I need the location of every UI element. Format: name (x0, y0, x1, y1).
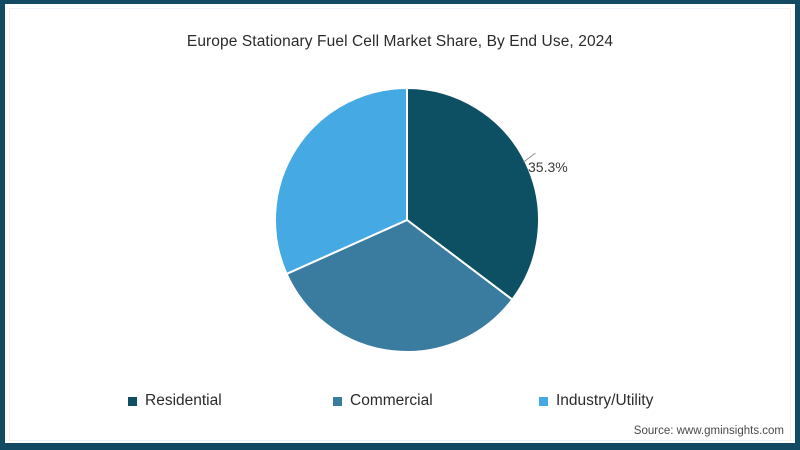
chart-legend: Residential Commercial Industry/Utility (0, 389, 800, 413)
legend-label-commercial: Commercial (350, 392, 433, 409)
legend-item-residential[interactable]: Residential (128, 389, 222, 413)
legend-label-residential: Residential (145, 392, 222, 409)
legend-label-industry-utility: Industry/Utility (556, 392, 654, 409)
legend-swatch-icon-industry-utility (539, 396, 548, 406)
frame-border-bottom (0, 443, 800, 450)
chart-title: Europe Stationary Fuel Cell Market Share… (186, 33, 614, 50)
data-label-leader-line (523, 152, 536, 163)
frame-border-right (795, 0, 800, 450)
legend-item-commercial[interactable]: Commercial (333, 389, 433, 413)
frame-border-top (0, 0, 800, 4)
frame-inner-outline (9, 8, 791, 441)
pie-slice-industry-utility[interactable] (273, 87, 408, 275)
pie-chart-svg (273, 87, 541, 354)
legend-swatch-icon-commercial (333, 396, 342, 406)
source-attribution: Source: www.gminsights.com (633, 425, 784, 437)
frame-border-left (0, 0, 5, 450)
legend-item-industry-utility[interactable]: Industry/Utility (539, 389, 653, 413)
pie-slice-commercial[interactable] (285, 219, 514, 354)
pie-chart (262, 80, 552, 370)
legend-swatch-icon-residential (128, 396, 137, 406)
pie-slice-data-label-residential: 35.3% (528, 159, 568, 175)
